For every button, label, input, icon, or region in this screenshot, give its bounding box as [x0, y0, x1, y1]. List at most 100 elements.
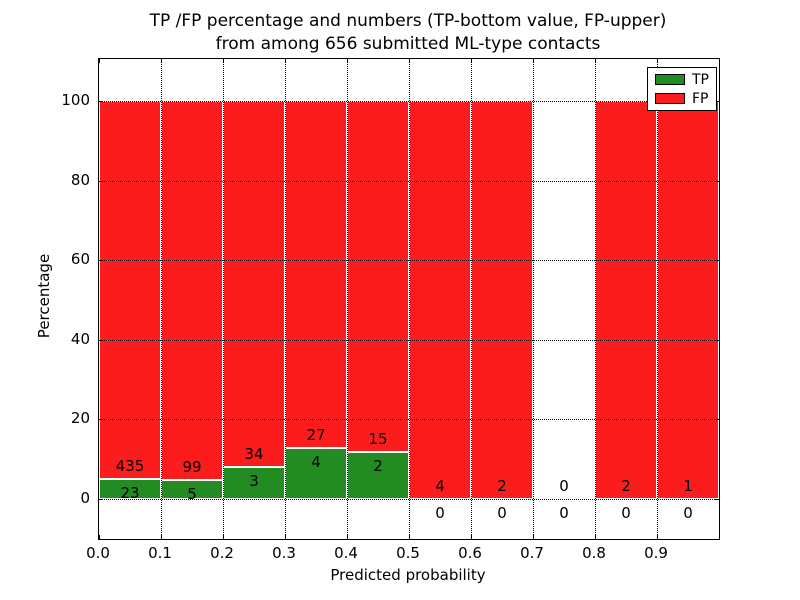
tp-count-label: 0	[683, 504, 693, 522]
plot-area: TP FP 435 23 99 5 34 3 27 4 15 2 4 0 2 0 0 0 2 0 1 0	[98, 58, 720, 540]
x-tick-mark	[471, 59, 472, 63]
x-tick-label: 0.8	[582, 544, 606, 562]
fp-count-label: 34	[244, 444, 264, 463]
tp-count-label: 3	[249, 471, 259, 490]
y-gridline	[99, 419, 719, 421]
x-gridline	[409, 59, 410, 539]
fp-bar	[285, 101, 347, 448]
y-tick-mark	[715, 419, 719, 421]
fp-color-swatch-icon	[655, 93, 685, 104]
y-gridline	[99, 260, 719, 262]
y-tick-mark	[715, 499, 719, 500]
tp-count-label: 0	[621, 504, 631, 522]
fp-count-label: 27	[306, 425, 326, 444]
fp-count-label: 1	[683, 477, 693, 495]
x-gridline	[657, 59, 658, 539]
fp-count-label: 2	[621, 477, 631, 495]
y-tick-label: 60	[70, 250, 90, 269]
fp-bar	[347, 101, 409, 453]
x-tick-mark	[347, 535, 348, 539]
fp-count-label: 0	[559, 477, 569, 495]
y-tick-label: 20	[70, 409, 90, 428]
tp-bar	[347, 452, 409, 499]
tp-count-label: 0	[497, 504, 507, 522]
y-gridline	[99, 499, 719, 500]
legend-entry-tp: TP	[648, 73, 716, 87]
tp-bar	[285, 447, 347, 499]
y-tick-mark	[715, 180, 719, 182]
y-tick-label: 40	[70, 329, 90, 348]
x-tick-mark	[99, 535, 100, 539]
tp-count-label: 0	[559, 504, 569, 522]
y-tick-mark	[99, 180, 103, 182]
x-gridline	[533, 59, 534, 539]
x-tick-mark	[471, 535, 472, 539]
x-tick-mark	[223, 535, 224, 539]
x-gridline	[347, 59, 348, 539]
x-gridline	[285, 59, 286, 539]
x-tick-label: 0.2	[210, 544, 234, 562]
x-tick-mark	[533, 535, 534, 539]
chart-title-line1: TP /FP percentage and numbers (TP-bottom…	[149, 11, 667, 31]
x-tick-mark	[409, 59, 410, 63]
fp-count-label: 2	[497, 477, 507, 495]
x-tick-mark	[347, 59, 348, 63]
y-tick-mark	[99, 419, 103, 421]
fp-bar	[99, 101, 161, 479]
tp-count-label: 23	[120, 484, 140, 502]
x-tick-mark	[595, 535, 596, 539]
x-tick-label: 0.1	[148, 544, 172, 562]
x-tick-mark	[657, 59, 658, 63]
fp-bar	[471, 101, 533, 499]
x-tick-label: 0.6	[458, 544, 482, 562]
x-tick-label: 0.9	[644, 544, 668, 562]
y-tick-mark	[99, 101, 103, 102]
x-tick-mark	[99, 59, 100, 63]
y-tick-mark	[715, 339, 719, 341]
chart-title: TP /FP percentage and numbers (TP-bottom…	[98, 10, 718, 56]
tp-count-label: 0	[435, 504, 445, 522]
x-axis-label: Predicted probability	[330, 566, 486, 584]
fp-bar	[161, 101, 223, 480]
y-tick-mark	[715, 101, 719, 102]
fp-count-label: 15	[368, 430, 388, 449]
y-gridline	[99, 339, 719, 341]
x-gridline	[161, 59, 162, 539]
tp-count-label: 5	[187, 484, 197, 503]
x-tick-mark	[285, 535, 286, 539]
y-tick-label: 100	[61, 91, 90, 109]
x-gridline	[595, 59, 596, 539]
fp-count-label: 435	[115, 457, 145, 475]
legend-label-tp: TP	[692, 71, 709, 88]
tp-count-label: 2	[373, 457, 383, 476]
x-tick-mark	[409, 535, 410, 539]
y-tick-mark	[715, 260, 719, 262]
chart-title-line2: from among 656 submitted ML-type contact…	[215, 34, 601, 54]
x-tick-mark	[657, 535, 658, 539]
x-tick-label: 0.0	[86, 544, 110, 562]
legend-entry-fp: FP	[648, 92, 716, 106]
legend: TP FP	[647, 67, 717, 111]
legend-label-fp: FP	[692, 90, 709, 107]
fp-count-label: 4	[435, 477, 445, 495]
tp-count-label: 4	[311, 452, 321, 471]
y-tick-label: 80	[70, 170, 90, 189]
y-tick-mark	[99, 499, 103, 500]
x-tick-label: 0.3	[272, 544, 296, 562]
x-tick-mark	[595, 59, 596, 63]
y-tick-mark	[99, 260, 103, 262]
fp-count-label: 99	[182, 457, 202, 476]
tp-color-swatch-icon	[655, 74, 685, 85]
y-gridline	[99, 180, 719, 182]
x-gridline	[223, 59, 224, 539]
x-tick-mark	[285, 59, 286, 63]
x-tick-label: 0.4	[334, 544, 358, 562]
fp-bar	[595, 101, 657, 499]
tp-bar	[99, 479, 161, 499]
x-tick-mark	[223, 59, 224, 63]
x-tick-label: 0.7	[520, 544, 544, 562]
fp-bar	[657, 101, 719, 499]
x-tick-mark	[161, 535, 162, 539]
x-tick-mark	[533, 59, 534, 63]
